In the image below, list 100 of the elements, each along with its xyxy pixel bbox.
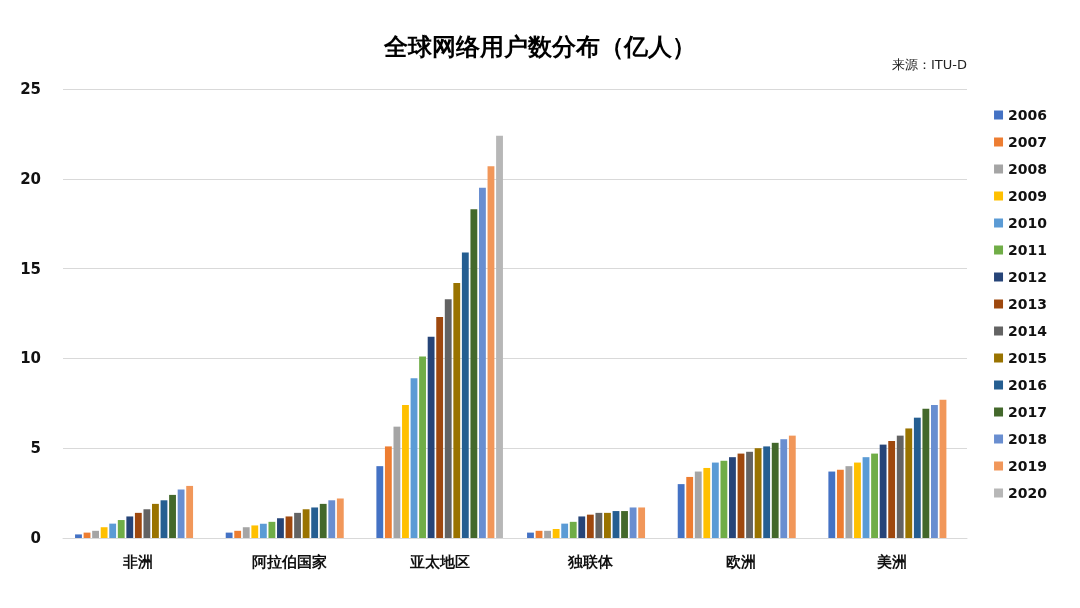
legend-label: 2010: [1008, 215, 1048, 231]
legend-label: 2006: [1008, 107, 1047, 123]
x-tick-label: 阿拉伯国家: [251, 552, 327, 571]
bar: [302, 509, 310, 538]
bar: [694, 471, 702, 538]
bar: [896, 435, 904, 538]
bar: [569, 521, 577, 538]
bar: [828, 471, 836, 538]
bar: [780, 439, 788, 538]
bar: [686, 476, 694, 538]
bar: [117, 520, 125, 538]
bar: [544, 530, 551, 538]
bar: [75, 534, 82, 538]
bar: [922, 408, 930, 538]
bar: [461, 252, 469, 538]
bar: [225, 532, 233, 538]
bar: [604, 512, 611, 538]
bar: [561, 523, 569, 538]
bar: [771, 442, 779, 538]
bar: [677, 484, 685, 538]
legend-label: 2017: [1008, 404, 1047, 420]
bar: [496, 135, 503, 538]
bar: [384, 446, 392, 538]
bar: [169, 494, 176, 538]
bar: [100, 527, 108, 538]
bar: [788, 435, 796, 538]
x-tick-label: 美洲: [875, 552, 907, 571]
bar: [126, 516, 134, 538]
bar: [854, 462, 861, 538]
bar: [444, 299, 452, 538]
bar: [763, 446, 771, 538]
bar: [177, 489, 185, 538]
legend-label: 2008: [1008, 161, 1047, 177]
bar: [479, 187, 486, 538]
bar: [402, 405, 409, 538]
bar: [311, 507, 319, 538]
bar: [319, 503, 327, 538]
legend-label: 2018: [1008, 431, 1047, 447]
bar: [845, 466, 853, 538]
bar: [595, 512, 603, 538]
legend-label: 2016: [1008, 377, 1047, 393]
source-note: 来源：ITU-D: [892, 57, 968, 72]
bar: [879, 444, 887, 538]
bar: [294, 512, 301, 538]
y-tick-label: 10: [20, 349, 41, 368]
bar: [234, 530, 242, 538]
bar: [134, 512, 142, 538]
legend-label: 2007: [1008, 134, 1047, 150]
bar: [242, 527, 250, 538]
legend-label: 2014: [1008, 323, 1048, 339]
bar: [251, 525, 259, 538]
y-tick-label: 0: [30, 529, 41, 547]
bar: [277, 518, 284, 538]
bar: [109, 523, 117, 538]
legend-label: 2009: [1008, 188, 1047, 204]
x-tick-label: 亚太地区: [408, 552, 470, 571]
bar: [453, 282, 461, 538]
legend-label: 2013: [1008, 296, 1047, 312]
bar: [328, 500, 336, 538]
legend-label: 2012: [1008, 269, 1047, 285]
bar: [720, 460, 728, 538]
bar: [871, 453, 878, 538]
y-tick-label: 20: [20, 169, 41, 188]
bar: [629, 507, 637, 538]
legend-label: 2019: [1008, 458, 1047, 474]
bar: [703, 467, 711, 538]
bar: [470, 209, 478, 538]
y-tick-label: 5: [30, 439, 41, 458]
bar: [888, 441, 896, 538]
legend-label: 2020: [1008, 485, 1048, 501]
bar: [152, 503, 159, 538]
bar: [578, 516, 586, 538]
bar: [754, 448, 762, 538]
bar: [427, 336, 435, 538]
bar: [913, 417, 921, 538]
bar: [436, 317, 444, 538]
bar: [621, 511, 628, 538]
bar: [376, 466, 384, 538]
bar: [527, 532, 534, 538]
chart-title: 全球网络用户数分布（亿人）: [383, 33, 696, 61]
bar: [259, 523, 267, 538]
bar: [711, 462, 719, 538]
y-tick-label: 25: [20, 80, 41, 98]
bar: [586, 514, 594, 538]
bar: [638, 507, 646, 538]
bar: [552, 529, 560, 538]
bar: [393, 426, 401, 538]
y-tick-label: 15: [20, 259, 41, 278]
bar: [836, 469, 844, 538]
bar: [143, 509, 151, 538]
bar: [905, 428, 913, 538]
bar: [746, 451, 753, 538]
bar: [285, 516, 293, 538]
bar: [336, 498, 344, 538]
legend-label: 2015: [1008, 350, 1047, 366]
bar: [268, 521, 276, 538]
bar: [186, 485, 194, 538]
legend-label: 2011: [1008, 242, 1047, 258]
x-tick-label: 欧洲: [726, 552, 756, 571]
bar: [729, 457, 736, 538]
